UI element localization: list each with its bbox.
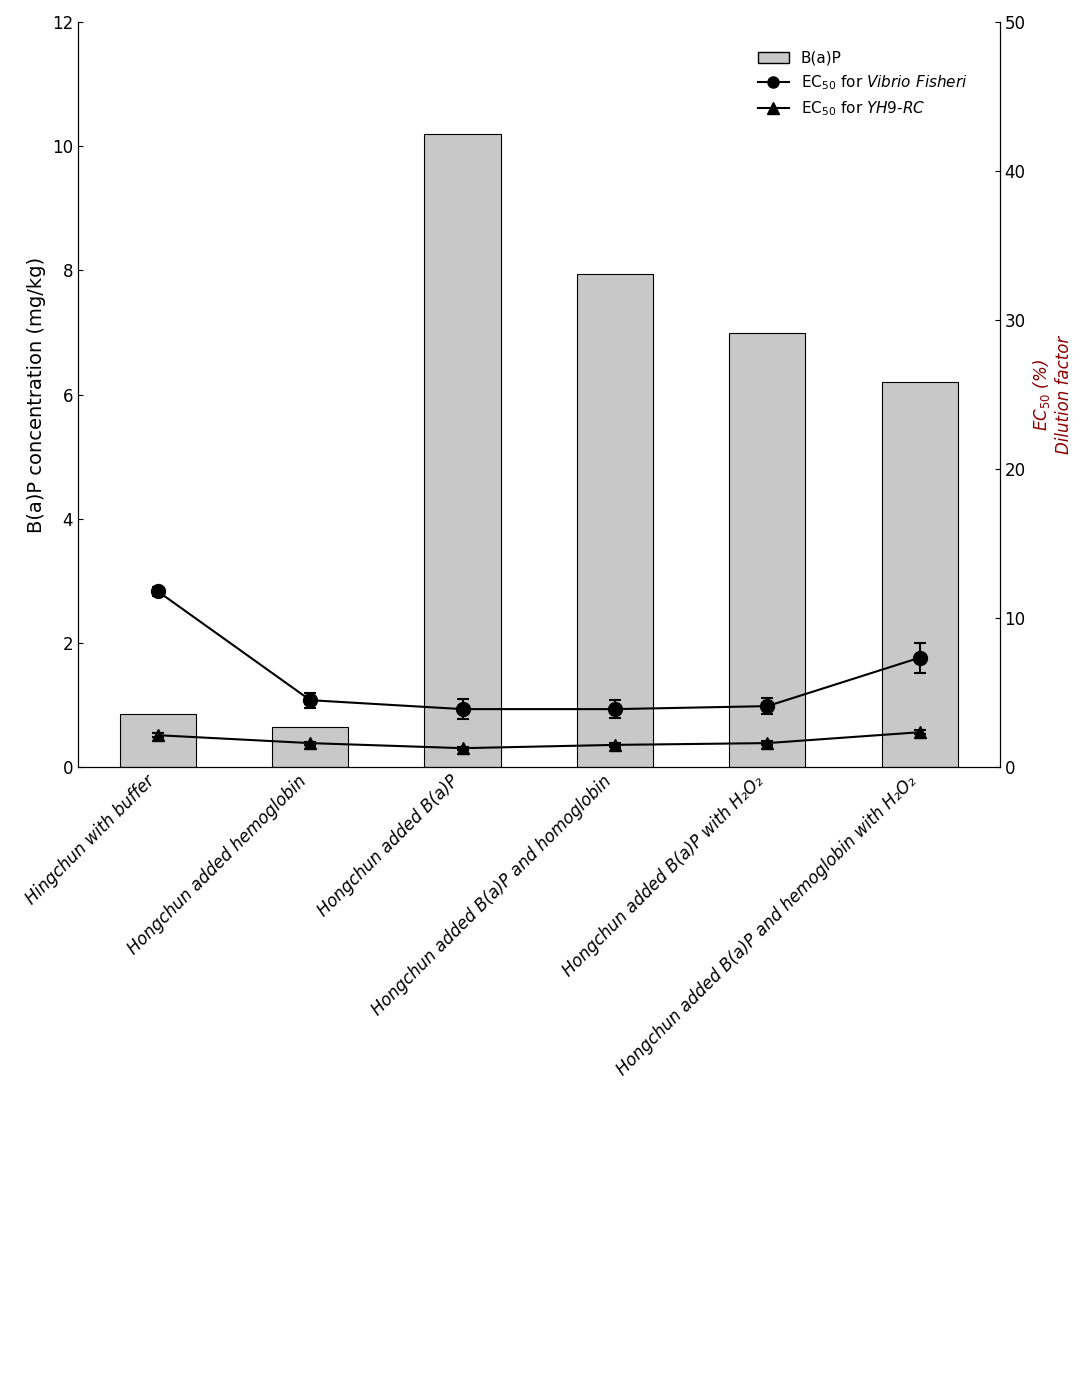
Bar bbox=[120, 714, 196, 767]
Bar bbox=[424, 134, 500, 767]
Legend: B(a)P, EC$_{50}$ for $\it{Vibrio\ Fisheri}$, EC$_{50}$ for $\it{YH9}$-$\it{RC}$: B(a)P, EC$_{50}$ for $\it{Vibrio\ Fisher… bbox=[752, 45, 974, 124]
Y-axis label: EC$_{50}$ (%)
Dilution factor: EC$_{50}$ (%) Dilution factor bbox=[1031, 336, 1073, 453]
Bar bbox=[577, 273, 653, 767]
Bar bbox=[881, 382, 957, 767]
Y-axis label: B(a)P concentration (mg/kg): B(a)P concentration (mg/kg) bbox=[27, 257, 46, 533]
Bar bbox=[272, 727, 348, 767]
Bar bbox=[729, 332, 805, 767]
